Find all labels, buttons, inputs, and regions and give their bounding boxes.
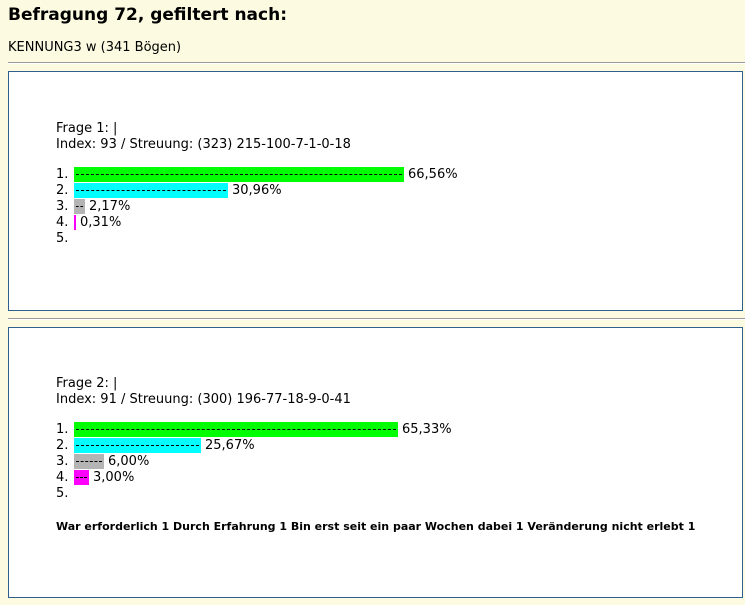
answer-number: 2. [56, 182, 69, 198]
answer-row: 3. 2,17% [56, 198, 458, 214]
answer-row: 2. 25,67% [56, 437, 452, 453]
question-index: Index: 91 / Streuung: (300) 196-77-18-9-… [56, 392, 351, 407]
answer-row: 2. 30,96% [56, 182, 458, 198]
divider [8, 318, 745, 320]
answer-number: 3. [56, 198, 69, 214]
answer-row: 1. 65,33% [56, 421, 452, 437]
answer-bar [74, 166, 404, 182]
answer-number: 1. [56, 166, 69, 182]
answer-number: 5. [56, 485, 69, 501]
question-panel-1: Frage 1: | Index: 93 / Streuung: (323) 2… [8, 71, 743, 311]
answer-number: 4. [56, 214, 69, 230]
answer-list: 1. 66,56% 2. 30,96% 3. 2,17% 4. 0,31% 5. [56, 166, 458, 246]
answer-bar [74, 469, 89, 485]
answer-bar [74, 437, 201, 453]
question-header: Frage 2: | Index: 91 / Streuung: (300) 1… [56, 376, 351, 408]
question-title: Frage 2: | [56, 376, 118, 391]
answer-bar [74, 453, 104, 469]
answer-number: 5. [56, 230, 69, 246]
answer-row: 3. 6,00% [56, 453, 452, 469]
question-title: Frage 1: | [56, 121, 118, 136]
answer-bar [74, 214, 76, 230]
question-panel-2: Frage 2: | Index: 91 / Streuung: (300) 1… [8, 327, 743, 598]
answer-row: 1. 66,56% [56, 166, 458, 182]
answer-row: 4. 0,31% [56, 214, 458, 230]
answer-percentage: 6,00% [108, 453, 150, 469]
answer-number: 3. [56, 453, 69, 469]
answer-percentage: 30,96% [232, 182, 282, 198]
answer-bar [74, 198, 85, 214]
answer-number: 2. [56, 437, 69, 453]
answer-number: 1. [56, 421, 69, 437]
free-text-summary: War erforderlich 1 Durch Erfahrung 1 Bin… [56, 520, 696, 533]
answer-percentage: 2,17% [89, 198, 131, 214]
answer-list: 1. 65,33% 2. 25,67% 3. 6,00% 4. 3,00% 5. [56, 421, 452, 501]
question-header: Frage 1: | Index: 93 / Streuung: (323) 2… [56, 121, 351, 153]
divider [8, 62, 745, 64]
page-title: Befragung 72, gefiltert nach: [8, 5, 287, 25]
question-index: Index: 93 / Streuung: (323) 215-100-7-1-… [56, 137, 351, 152]
answer-number: 4. [56, 469, 69, 485]
answer-row: 5. [56, 230, 458, 246]
answer-percentage: 66,56% [408, 166, 458, 182]
answer-percentage: 65,33% [402, 421, 452, 437]
answer-row: 5. [56, 485, 452, 501]
answer-percentage: 3,00% [93, 469, 135, 485]
filter-description: KENNUNG3 w (341 Bögen) [8, 40, 182, 55]
answer-percentage: 0,31% [80, 214, 122, 230]
answer-row: 4. 3,00% [56, 469, 452, 485]
answer-bar [74, 421, 398, 437]
answer-percentage: 25,67% [205, 437, 255, 453]
answer-bar [74, 182, 228, 198]
